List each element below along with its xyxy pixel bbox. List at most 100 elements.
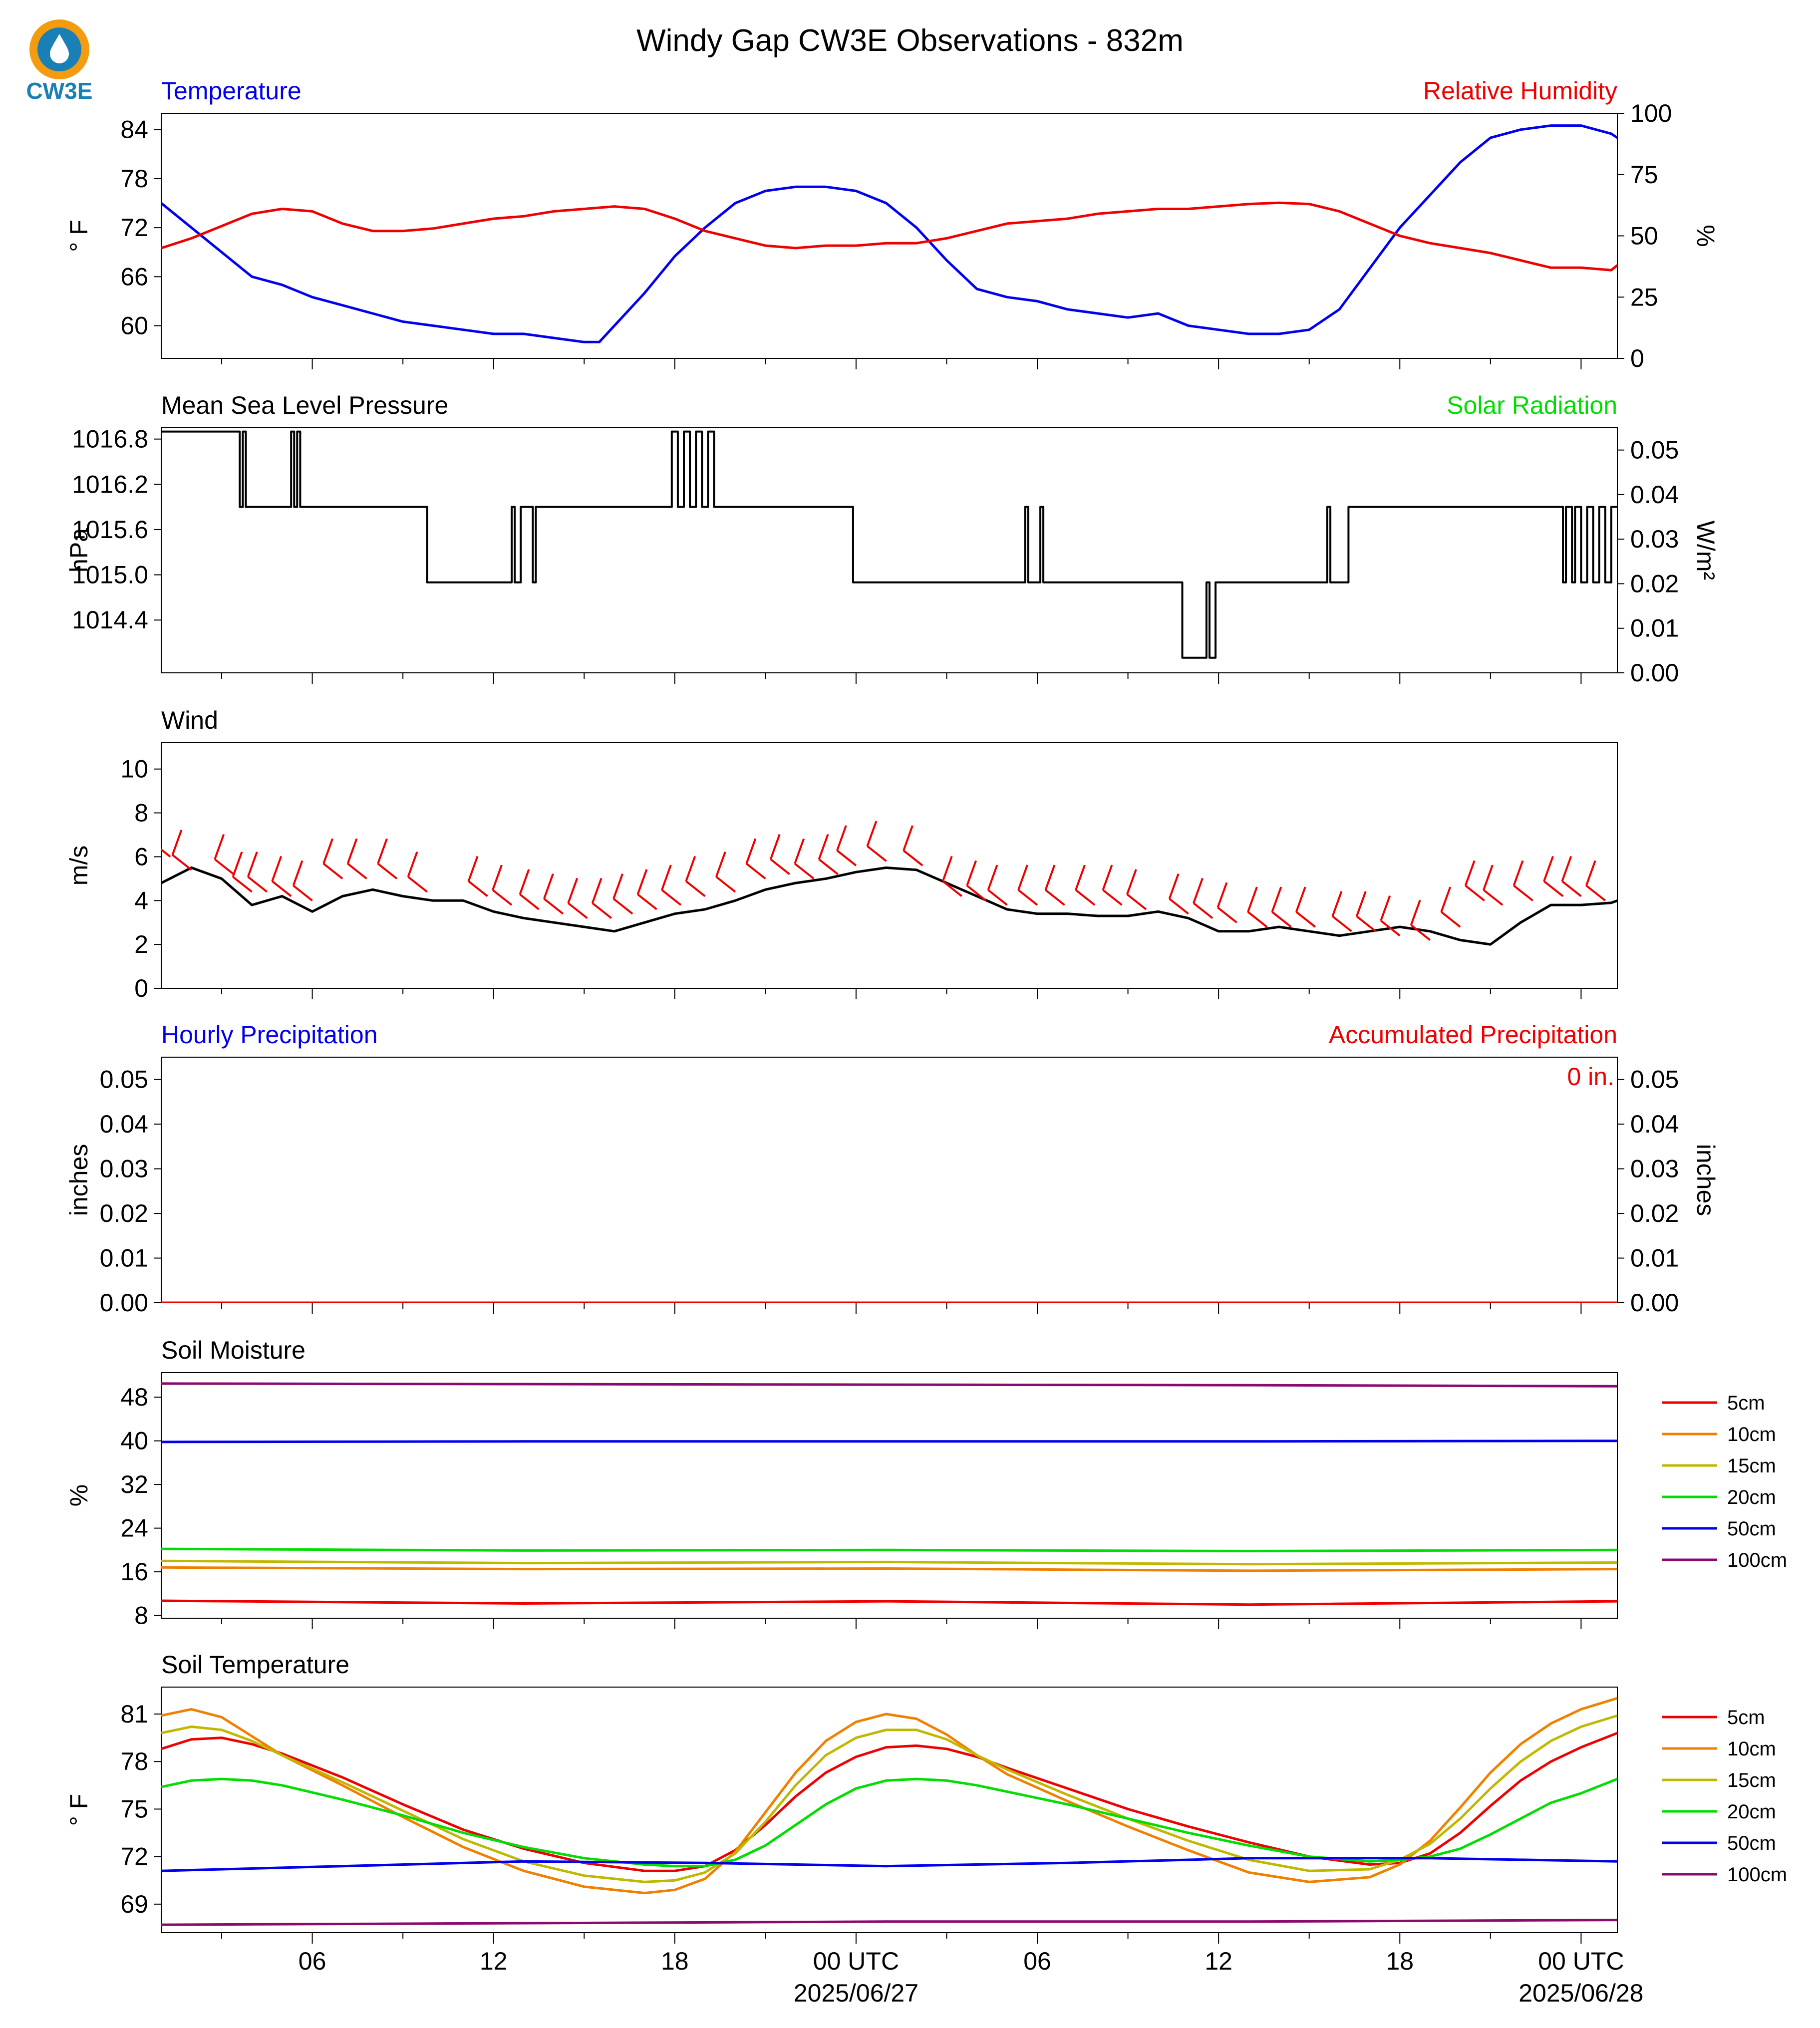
wind-barb-staff (247, 876, 268, 893)
wind-barb-flag (1193, 877, 1204, 904)
ytick-label-left: 78 (120, 165, 148, 193)
ylabel-right: % (1692, 225, 1720, 247)
legend-label: 20cm (1727, 1801, 1776, 1823)
wind-barb (591, 877, 612, 919)
legend: 5cm 10cm 15cm 20cm 50cm 100cm (1662, 1707, 1787, 1886)
ytick-label-left: 72 (120, 1843, 148, 1871)
xtick-label: 00 UTC (813, 1947, 899, 1975)
wind-barb-flag (987, 865, 998, 890)
xtick-label: 12 (480, 1947, 508, 1975)
plot-frame (161, 1372, 1618, 1619)
wind-barb-flag (543, 873, 554, 899)
wind-barb-staff (347, 863, 367, 879)
wind-barb-flag (567, 877, 579, 904)
wind-barb-flag (941, 856, 953, 882)
panel-title-left: Temperature (161, 77, 302, 105)
ytick-label-left: 81 (120, 1700, 148, 1728)
wind-barb (715, 852, 736, 893)
wind-barb-flag (769, 834, 781, 860)
wind-barb-flag (492, 865, 503, 890)
wind-barb (1543, 856, 1564, 897)
wind-barb (866, 821, 887, 862)
ytick-label-right: 0.05 (1630, 1066, 1679, 1094)
series-line-wind-speed (161, 866, 1617, 946)
ytick-label-left: 78 (120, 1747, 148, 1775)
wind-barb-staff (214, 859, 235, 875)
wind-barb-staff (1380, 920, 1401, 937)
wind-barb-flag (271, 856, 283, 882)
wind-barb-flag (1331, 891, 1343, 917)
ytick-label-left: 60 (120, 312, 148, 340)
wind-barb-staff (1561, 880, 1582, 897)
legend-label: 100cm (1727, 1549, 1787, 1571)
wind-barb-staff (1295, 911, 1316, 928)
plot-area (161, 1382, 1617, 1606)
ytick-label-left: 48 (120, 1383, 148, 1411)
wind-barb-staff (966, 884, 987, 901)
series-line-relative-humidity (161, 201, 1617, 272)
wind-barb (966, 860, 987, 901)
plot-frame (161, 1687, 1618, 1933)
ytick-label-right: 0.02 (1630, 570, 1679, 597)
series-line-100cm (161, 1919, 1617, 1926)
wind-barb (271, 856, 292, 897)
wind-barb-flag (636, 869, 648, 895)
wind-barb-staff (1045, 889, 1065, 906)
wind-barb (1193, 877, 1213, 919)
wind-barb (1168, 873, 1189, 915)
series-line-10cm (161, 1697, 1617, 1895)
wind-barb-flag (1075, 865, 1086, 890)
ytick-label-left: 2 (134, 930, 148, 958)
wind-barb (377, 838, 398, 879)
wind-barb-flag (1483, 865, 1494, 890)
chart-panel-pressure_solar: Mean Sea Level Pressure Solar Radiation 10… (65, 391, 1720, 687)
wind-barb-staff (1543, 880, 1564, 897)
ytick-label-left: 0.04 (100, 1110, 148, 1138)
wind-barb-flag (1543, 856, 1554, 882)
legend-label: 10cm (1727, 1424, 1776, 1446)
wind-barb-staff (836, 850, 857, 867)
wind-barb-staff (612, 898, 633, 915)
ytick-label-right: 100 (1630, 99, 1672, 127)
plot-frame (161, 427, 1618, 673)
ylabel-left: inches (65, 1144, 93, 1216)
wind-barb-staff (492, 889, 513, 906)
wind-barb (836, 825, 857, 867)
plot-area (161, 430, 1617, 659)
ytick-label-left: 0.00 (100, 1289, 148, 1317)
ytick-label-right: 0.03 (1630, 525, 1679, 553)
ytick-label-left: 8 (134, 1602, 148, 1630)
ytick-label-left: 0.02 (100, 1199, 148, 1227)
wind-barb-flag (232, 852, 243, 877)
wind-barb-staff (1483, 889, 1504, 906)
xtick-label: 18 (1386, 1947, 1414, 1975)
wind-barb (161, 817, 171, 858)
wind-barb-staff (867, 845, 887, 862)
xtick-date-label: 2025/06/27 (794, 1979, 918, 2007)
ytick-label-right: 0.01 (1630, 614, 1679, 642)
wind-barb (346, 838, 367, 879)
panel-title-right: Accumulated Precipitation (1329, 1021, 1617, 1049)
wind-barb-staff (1169, 898, 1189, 915)
ytick-label-left: 1016.8 (72, 425, 148, 453)
chart-panel-precipitation: Hourly Precipitation Accumulated Precipit… (65, 1021, 1720, 1317)
wind-barb-flag (322, 838, 333, 865)
wind-barb (467, 856, 488, 897)
panel-title-left: Hourly Precipitation (161, 1021, 378, 1049)
wind-barb (1585, 860, 1606, 901)
wind-barb-staff (987, 889, 1008, 906)
accumulated-annotation: 0 in. (1567, 1063, 1614, 1091)
wind-barb-flag (1017, 865, 1028, 890)
wind-barb-flag (171, 830, 183, 856)
ytick-label-right: 0 (1630, 344, 1644, 372)
ytick-label-right: 0.01 (1630, 1244, 1679, 1272)
wind-barb-flag (685, 856, 696, 882)
wind-barb-flag (1295, 886, 1306, 912)
ytick-label-left: 16 (120, 1558, 148, 1586)
wind-barb-staff (942, 880, 962, 897)
ylabel-left: ° F (65, 220, 93, 252)
xtick-label: 12 (1205, 1947, 1232, 1975)
ytick-label-left: 32 (120, 1470, 148, 1498)
series-line-15cm (161, 1714, 1617, 1883)
wind-barb (1380, 895, 1401, 937)
